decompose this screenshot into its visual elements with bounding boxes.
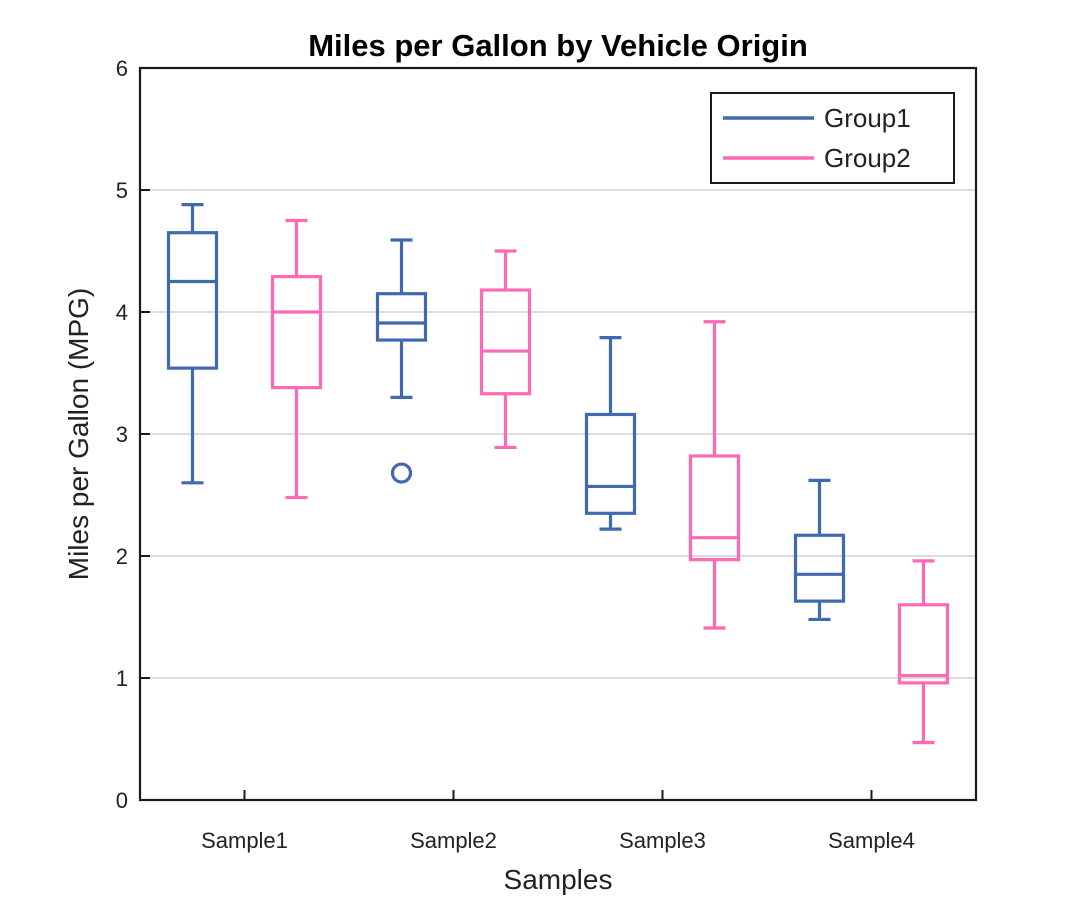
y-tick-label-3: 3 (116, 422, 128, 447)
y-tick-label-0: 0 (116, 788, 128, 813)
y-tick-label-6: 6 (116, 56, 128, 81)
iqr-box (793, 533, 846, 603)
axes: 0 1 2 3 4 5 6 Sample1 Sample2 Sample3 Sample4 (116, 56, 915, 853)
x-tick-label-sample3: Sample3 (619, 828, 706, 853)
legend-box (710, 92, 955, 184)
y-tick-label-2: 2 (116, 544, 128, 569)
box-group1-sample4 (793, 478, 846, 622)
x-tick-label-sample4: Sample4 (828, 828, 915, 853)
box-group2-sample1 (270, 218, 323, 500)
box-group2-sample3 (688, 320, 741, 630)
iqr-box (897, 603, 950, 685)
legend: Group1 Group2 (710, 92, 955, 184)
box-group2-sample4 (897, 559, 950, 745)
grid-lines (140, 189, 976, 679)
iqr-box (479, 288, 532, 396)
box-group2-sample2 (479, 249, 532, 450)
box-group1-sample3 (584, 336, 637, 531)
plot-area (166, 203, 950, 745)
x-axis-label: Samples (504, 864, 613, 895)
box-group1-sample2 (375, 238, 428, 484)
box-group1-sample1 (166, 203, 219, 485)
outlier-point (390, 462, 413, 484)
legend-label-group2: Group2 (824, 143, 911, 173)
y-tick-label-1: 1 (116, 666, 128, 691)
iqr-box (166, 231, 219, 370)
legend-label-group1: Group1 (824, 103, 911, 133)
x-tick-label-sample2: Sample2 (410, 828, 497, 853)
y-axis-label: Miles per Gallon (MPG) (63, 288, 94, 581)
iqr-box (584, 412, 637, 515)
chart-title: Miles per Gallon by Vehicle Origin (308, 28, 808, 63)
x-tick-label-sample1: Sample1 (201, 828, 288, 853)
iqr-box (688, 454, 741, 562)
y-tick-label-4: 4 (116, 300, 128, 325)
iqr-box (375, 292, 428, 342)
iqr-box (270, 275, 323, 390)
y-tick-label-5: 5 (116, 178, 128, 203)
